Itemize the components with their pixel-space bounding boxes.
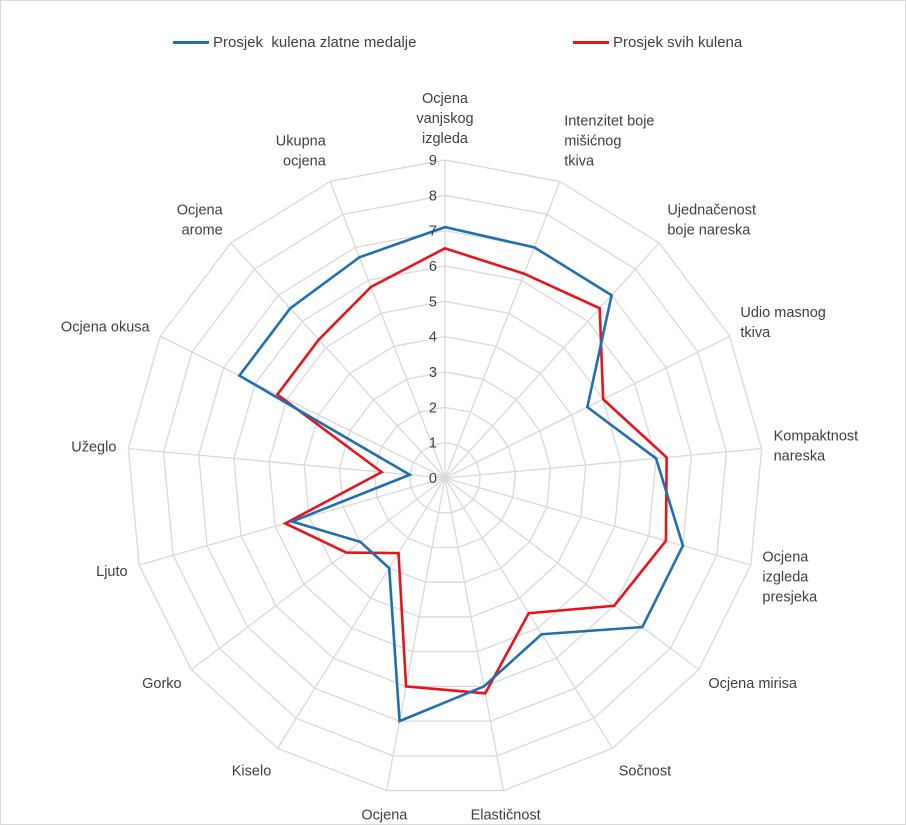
spoke-8 xyxy=(444,477,505,791)
legend-item-gold: Prosjek kulena zlatne medalje xyxy=(173,34,416,51)
r-ticks: 0 1 2 3 4 5 6 7 8 9 xyxy=(429,153,437,487)
spoke-10 xyxy=(277,477,446,749)
spoke-11 xyxy=(190,477,446,671)
legend-label-gold: Prosjek kulena zlatne medalje xyxy=(213,34,417,51)
r-tick-2: 2 xyxy=(429,400,437,416)
legend-swatch-all xyxy=(573,41,609,44)
category-label-0: Ocjena vanjskog izgleda xyxy=(416,91,473,147)
grid-ring-7 xyxy=(198,230,692,722)
spoke-6 xyxy=(444,477,700,671)
legend-item-all: Prosjek svih kulena xyxy=(573,34,742,51)
category-label-13: Užeglo xyxy=(71,440,116,456)
grid-ring-3 xyxy=(338,371,552,583)
spoke-4 xyxy=(444,448,762,479)
r-tick-6: 6 xyxy=(429,259,437,275)
spoke-14 xyxy=(160,335,446,479)
r-tick-5: 5 xyxy=(429,294,437,310)
spoke-5 xyxy=(444,477,752,566)
r-tick-7: 7 xyxy=(429,224,437,240)
spoke-13 xyxy=(128,448,446,479)
r-tick-0: 0 xyxy=(429,471,437,487)
grid-ring-1 xyxy=(409,442,481,514)
r-tick-3: 3 xyxy=(429,365,437,381)
spoke-1 xyxy=(444,181,561,479)
category-label-1: Intenzitet boje mišićnog tkiva xyxy=(564,113,654,169)
grid-ring-2 xyxy=(373,406,517,549)
r-tick-1: 1 xyxy=(429,436,437,452)
category-label-5: Ocjena izgleda presjeka xyxy=(762,550,818,606)
category-label-9: Ocjenateksture xyxy=(359,807,411,825)
category-label-16: Ukupna ocjena xyxy=(276,133,327,169)
grid-ring-4 xyxy=(303,336,587,618)
category-label-10: Kiselo xyxy=(232,764,272,780)
r-tick-8: 8 xyxy=(429,188,437,204)
category-label-2: Ujednačenost boje nareska xyxy=(667,202,756,238)
category-label-8: Elastičnost xyxy=(471,807,541,823)
grid-ring-9 xyxy=(127,159,763,792)
r-tick-9: 9 xyxy=(429,153,437,169)
grid-ring-6 xyxy=(233,265,657,688)
spoke-16 xyxy=(329,181,446,479)
category-label-4: Kompaktnost nareska xyxy=(774,429,859,465)
category-labels: Ocjena vanjskog izgleda Intenzitet boje miši… xyxy=(61,91,859,825)
series-line-1 xyxy=(275,246,668,695)
category-label-7: Sočnost xyxy=(619,764,671,780)
spoke-9 xyxy=(385,477,446,791)
category-label-15: Ocjena arome xyxy=(177,202,224,238)
category-label-14: Ocjena okusa xyxy=(61,319,151,335)
legend-swatch-gold xyxy=(173,41,209,44)
spoke-15 xyxy=(230,242,446,479)
spoke-2 xyxy=(444,242,660,479)
category-label-3: Udio masnog tkiva xyxy=(740,305,825,341)
category-label-6: Ocjena mirisa xyxy=(708,676,798,692)
series-layer xyxy=(237,225,685,724)
grid-ring-8 xyxy=(162,194,728,757)
grid-ring-5 xyxy=(268,300,622,653)
category-label-12: Ljuto xyxy=(96,564,127,580)
series-line-0 xyxy=(237,225,685,724)
r-tick-4: 4 xyxy=(429,330,437,346)
legend-label-all: Prosjek svih kulena xyxy=(613,34,743,51)
category-label-11: Gorko xyxy=(142,676,182,692)
